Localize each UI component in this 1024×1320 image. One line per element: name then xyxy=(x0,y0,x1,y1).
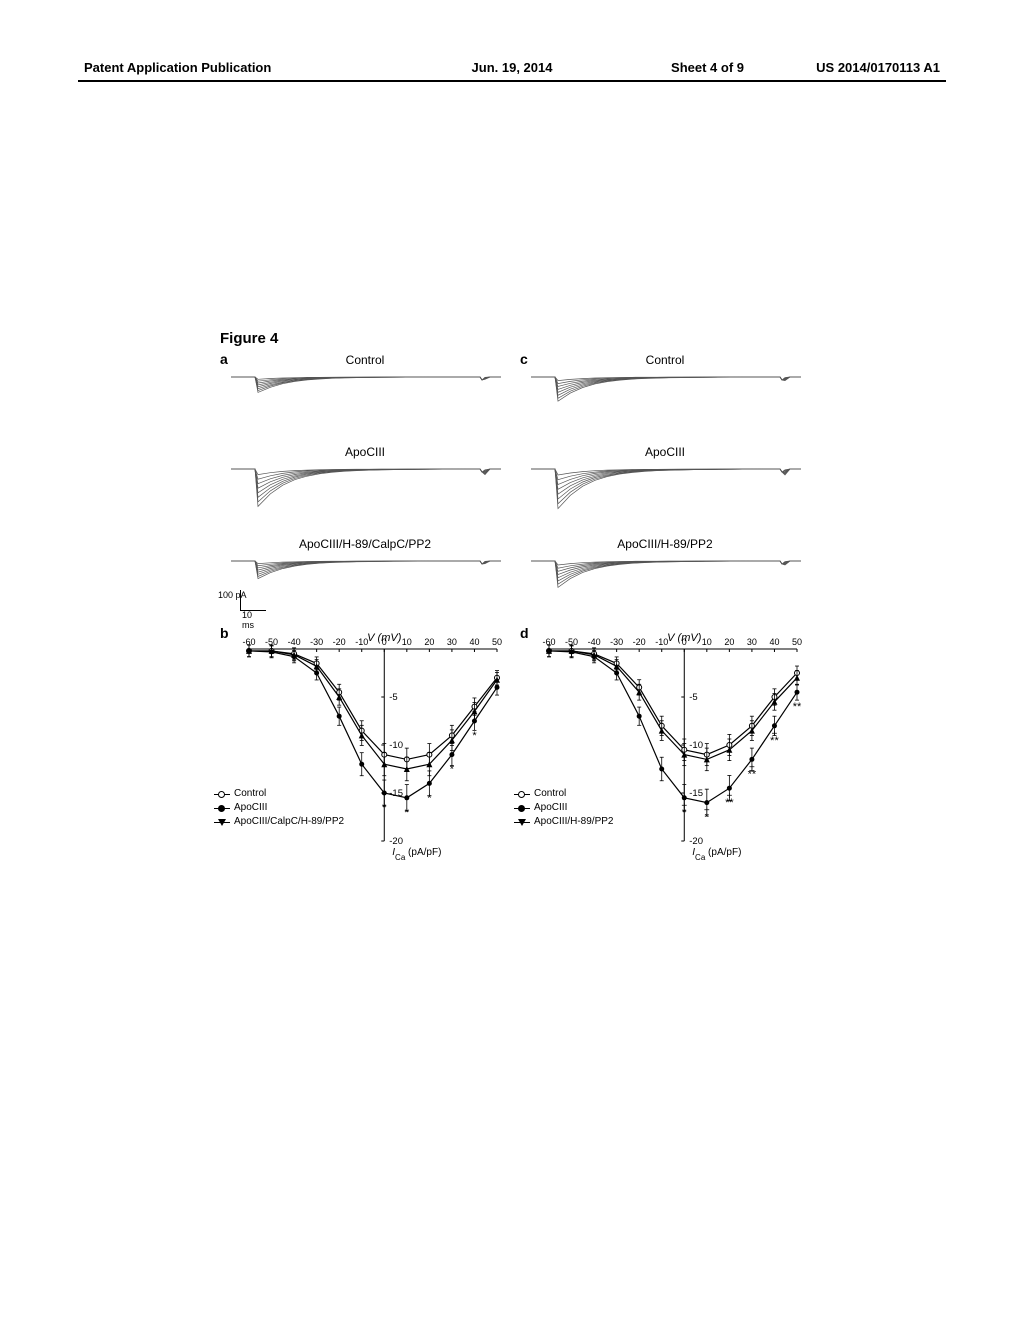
iv-legend: ControlApoCIIIApoCIII/CalpC/H-89/PP2 xyxy=(214,787,344,829)
svg-text:-10: -10 xyxy=(389,740,403,751)
header-rule xyxy=(78,80,946,82)
header-sheet: Sheet 4 of 9 xyxy=(671,60,744,75)
svg-text:*: * xyxy=(427,792,432,804)
svg-text:+: + xyxy=(772,729,778,740)
svg-text:-10: -10 xyxy=(655,637,668,647)
legend-item: ApoCIII xyxy=(514,801,613,815)
figure-4: Figure 4 a ControlApoCIIIApoCIII/H-89/Ca… xyxy=(220,330,810,859)
legend-label: ApoCIII/H-89/PP2 xyxy=(534,815,613,829)
svg-text:30: 30 xyxy=(747,637,757,647)
current-trace xyxy=(220,461,510,519)
right-column: c ControlApoCIIIApoCIII/H-89/PP2 d V (mV… xyxy=(520,351,810,859)
svg-text:20: 20 xyxy=(424,637,434,647)
svg-text:-15: -15 xyxy=(389,788,403,799)
svg-text:-40: -40 xyxy=(288,637,301,647)
current-trace: 100 pA 10 ms xyxy=(220,553,510,611)
scalebar: 100 pA 10 ms xyxy=(240,590,266,611)
svg-text:+: + xyxy=(726,791,732,802)
svg-text:*: * xyxy=(382,802,387,814)
svg-text:*: * xyxy=(405,807,410,819)
iv-legend: ControlApoCIIIApoCIII/H-89/PP2 xyxy=(514,787,613,829)
svg-text:10: 10 xyxy=(402,637,412,647)
svg-text:+: + xyxy=(681,801,687,812)
svg-text:-15: -15 xyxy=(689,788,703,799)
svg-text:10: 10 xyxy=(702,637,712,647)
panel-a-traces: Control ApoCIII ApoCIII/H-89/CalpC/PP2 100… xyxy=(220,353,510,611)
svg-text:-5: -5 xyxy=(389,692,397,703)
current-trace xyxy=(520,553,810,611)
scalebar-v: 100 pA xyxy=(218,590,247,600)
svg-text:-20: -20 xyxy=(633,637,646,647)
svg-text:**: ** xyxy=(793,701,802,713)
svg-text:*: * xyxy=(450,764,455,776)
trace-label: ApoCIII/H-89/CalpC/PP2 xyxy=(220,537,510,551)
trace-label: ApoCIII xyxy=(520,445,810,459)
scalebar-h: 10 ms xyxy=(242,610,266,630)
panel-b-letter: b xyxy=(220,625,229,641)
panel-b-plot: b V (mV)-60-50-40-30-20-1001020304050-5-… xyxy=(220,629,510,859)
svg-text:30: 30 xyxy=(447,637,457,647)
legend-item: ApoCIII xyxy=(214,801,344,815)
legend-label: ApoCIII xyxy=(534,801,567,815)
panel-c-letter: c xyxy=(520,351,528,367)
svg-text:+: + xyxy=(704,806,710,817)
panel-d-letter: d xyxy=(520,625,529,641)
legend-item: Control xyxy=(514,787,613,801)
svg-text:0: 0 xyxy=(682,637,687,647)
header-date: Jun. 19, 2014 xyxy=(472,60,553,75)
legend-label: Control xyxy=(234,787,266,801)
header-publication: Patent Application Publication xyxy=(84,60,271,75)
svg-text:0: 0 xyxy=(382,637,387,647)
panel-d-plot: d V (mV)-60-50-40-30-20-1001020304050-5-… xyxy=(520,629,810,859)
svg-text:-5: -5 xyxy=(689,692,697,703)
panel-c-traces: Control ApoCIII ApoCIII/H-89/PP2 xyxy=(520,353,810,611)
svg-text:-10: -10 xyxy=(689,740,703,751)
svg-text:-20: -20 xyxy=(389,836,403,847)
svg-text:*: * xyxy=(472,730,477,742)
legend-label: ApoCIII xyxy=(234,801,267,815)
trace-label: ApoCIII xyxy=(220,445,510,459)
trace-label: Control xyxy=(520,353,810,367)
trace-label: ApoCIII/H-89/PP2 xyxy=(520,537,810,551)
figure-title: Figure 4 xyxy=(220,330,810,347)
left-column: a ControlApoCIIIApoCIII/H-89/CalpC/PP2 1… xyxy=(220,351,510,859)
current-trace xyxy=(520,369,810,427)
svg-text:+: + xyxy=(749,762,755,773)
svg-text:-30: -30 xyxy=(310,637,323,647)
svg-text:50: 50 xyxy=(792,637,802,647)
svg-text:ICa (pA/pF): ICa (pA/pF) xyxy=(392,847,441,862)
svg-text:-10: -10 xyxy=(355,637,368,647)
trace-label: Control xyxy=(220,353,510,367)
header-pubno: US 2014/0170113 A1 xyxy=(816,60,940,75)
svg-text:ICa (pA/pF): ICa (pA/pF) xyxy=(692,847,741,862)
svg-text:20: 20 xyxy=(724,637,734,647)
svg-text:50: 50 xyxy=(492,637,502,647)
legend-item: ApoCIII/CalpC/H-89/PP2 xyxy=(214,815,344,829)
svg-text:-40: -40 xyxy=(588,637,601,647)
svg-text:-30: -30 xyxy=(610,637,623,647)
current-trace xyxy=(220,369,510,427)
legend-label: ApoCIII/CalpC/H-89/PP2 xyxy=(234,815,344,829)
svg-text:40: 40 xyxy=(769,637,779,647)
legend-item: ApoCIII/H-89/PP2 xyxy=(514,815,613,829)
current-trace xyxy=(520,461,810,519)
svg-text:-20: -20 xyxy=(689,836,703,847)
svg-text:-20: -20 xyxy=(333,637,346,647)
panel-a-letter: a xyxy=(220,351,228,367)
legend-label: Control xyxy=(534,787,566,801)
legend-item: Control xyxy=(214,787,344,801)
svg-text:40: 40 xyxy=(469,637,479,647)
